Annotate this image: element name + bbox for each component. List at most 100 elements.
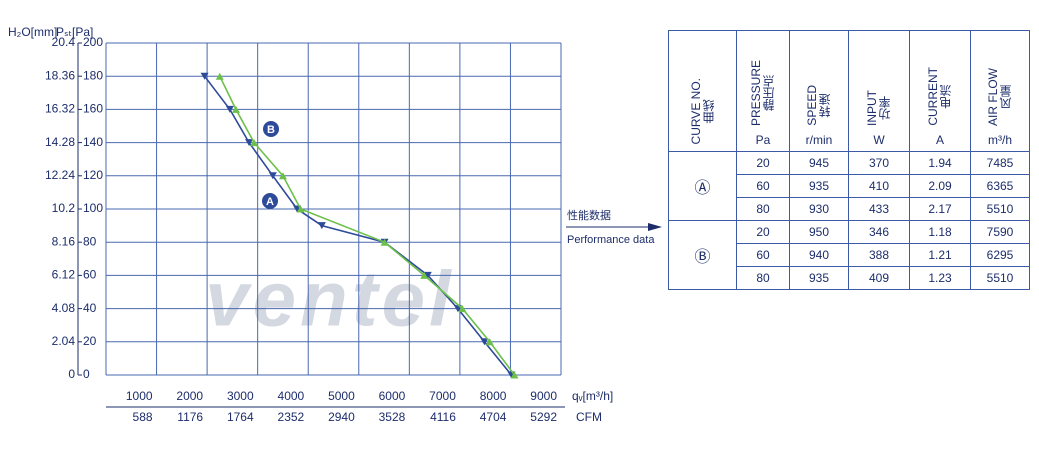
table-cell: 410 (848, 174, 910, 198)
header-en: AIR FLOW (986, 67, 1000, 126)
arrow-head (648, 223, 662, 231)
header-zh: 曲线 (701, 98, 716, 123)
x2-tick-label: 1176 (177, 410, 203, 424)
table-row: 60 940 388 1.21 6295 (669, 243, 1030, 267)
marker (268, 172, 277, 180)
curve-badge (262, 193, 278, 209)
y2-tick-label: 20.4 (52, 35, 76, 49)
marker (458, 305, 467, 313)
table-cell: 6295 (970, 243, 1030, 267)
header-rotated: PRESSURE 静压点 (749, 59, 776, 126)
y2-tick-label: 16.32 (45, 102, 75, 116)
y-tick-label: 40 (83, 301, 97, 315)
x2-tick-label: 3528 (379, 410, 406, 424)
y-tick-label: 0 (83, 367, 90, 381)
series-line (219, 75, 516, 376)
marker (420, 271, 429, 279)
table-cell: 950 (789, 220, 849, 244)
header-en: CURVE NO. (688, 77, 703, 144)
table-cell: 940 (789, 243, 849, 267)
header-cell: SPEED 转速 r/min (789, 30, 849, 152)
table-cell: 433 (848, 197, 910, 221)
table-cell: 1.21 (909, 243, 971, 267)
table-cell: 370 (848, 151, 910, 175)
y2-tick-label: 4.08 (52, 301, 76, 315)
y2-axis-label: H₂O[mm] (8, 25, 57, 39)
x2-tick-label: 588 (133, 410, 153, 424)
y-tick-label: 180 (83, 68, 103, 82)
x2-tick-label: 5292 (530, 410, 557, 424)
y2-tick-label: 10.2 (52, 201, 76, 215)
header-en: CURRENT (926, 67, 940, 126)
header-unit: A (935, 133, 944, 147)
table-cell: 1.23 (909, 266, 971, 290)
marker (380, 238, 389, 246)
y-tick-label: 120 (83, 168, 103, 182)
marker (250, 139, 259, 147)
arrow-label: Performance data (567, 234, 655, 246)
marker (225, 105, 234, 113)
x-tick-label: 6000 (379, 389, 406, 403)
y-tick-label: 80 (83, 234, 97, 248)
x-tick-label: 7000 (429, 389, 456, 403)
table-cell: 5510 (970, 266, 1030, 290)
header-cell: CURVE NO. 曲线 (668, 30, 737, 152)
table-cell: 60 (736, 243, 790, 267)
table-cell: 1.94 (909, 151, 971, 175)
table-cell: 409 (848, 266, 910, 290)
marker (231, 105, 240, 113)
marker (510, 371, 519, 379)
header-cell: INPUT 功率 W (848, 30, 910, 152)
curve-badge (263, 121, 279, 137)
marker (317, 222, 326, 230)
table-cell: 7485 (970, 151, 1030, 175)
header-en: INPUT (865, 90, 879, 126)
table-cell: 930 (789, 197, 849, 221)
marker (245, 139, 254, 147)
table-cell: 80 (736, 266, 790, 290)
y2-tick-label: 2.04 (52, 334, 76, 348)
header-zh: 风量 (999, 85, 1013, 109)
table-cell: 7590 (970, 220, 1030, 244)
table-cell: 935 (789, 266, 849, 290)
x-tick-label: 1000 (126, 389, 153, 403)
y-tick-label: 100 (83, 201, 103, 215)
marker (423, 271, 432, 279)
marker (485, 338, 494, 346)
table-cell: 20 (736, 220, 790, 244)
header-zh: 功率 (878, 96, 892, 120)
header-zh: 静压点 (762, 74, 776, 111)
header-zh: 电流 (939, 84, 953, 109)
curve-cell: Ⓑ (668, 220, 737, 290)
y2-tick-label: 18.36 (45, 68, 75, 82)
x-tick-label: 8000 (480, 389, 507, 403)
table-cell: 935 (789, 174, 849, 198)
x-tick-label: 5000 (328, 389, 355, 403)
marker (296, 205, 305, 213)
table-cell: 346 (848, 220, 910, 244)
header-rotated: INPUT 功率 (865, 90, 892, 126)
table-cell: 6365 (970, 174, 1030, 198)
header-zh: 转速 (818, 93, 832, 118)
x-tick-label: 4000 (278, 389, 305, 403)
x2-axis-label: CFM (576, 410, 602, 424)
y2-tick-label: 0 (68, 367, 75, 381)
y2-tick-label: 8.16 (52, 234, 76, 248)
header-unit: Pa (755, 133, 771, 147)
table-cell: 1.18 (909, 220, 971, 244)
table-cell: 945 (789, 151, 849, 175)
table-cell: 388 (848, 243, 910, 267)
x2-tick-label: 4116 (430, 410, 456, 424)
header-rotated: CURVE NO. 曲线 (688, 77, 716, 144)
header-unit: m³/h (988, 133, 1012, 147)
x-tick-label: 9000 (530, 389, 557, 403)
x-tick-label: 3000 (227, 389, 254, 403)
header-en: PRESSURE (749, 59, 763, 126)
header-rotated: CURRENT 电流 (926, 67, 953, 126)
table-row: Ⓐ 20 945 370 1.94 7485 (668, 151, 1030, 221)
header-unit: W (873, 133, 885, 147)
legend-label: A (266, 196, 274, 208)
legend-label: B (267, 124, 275, 136)
